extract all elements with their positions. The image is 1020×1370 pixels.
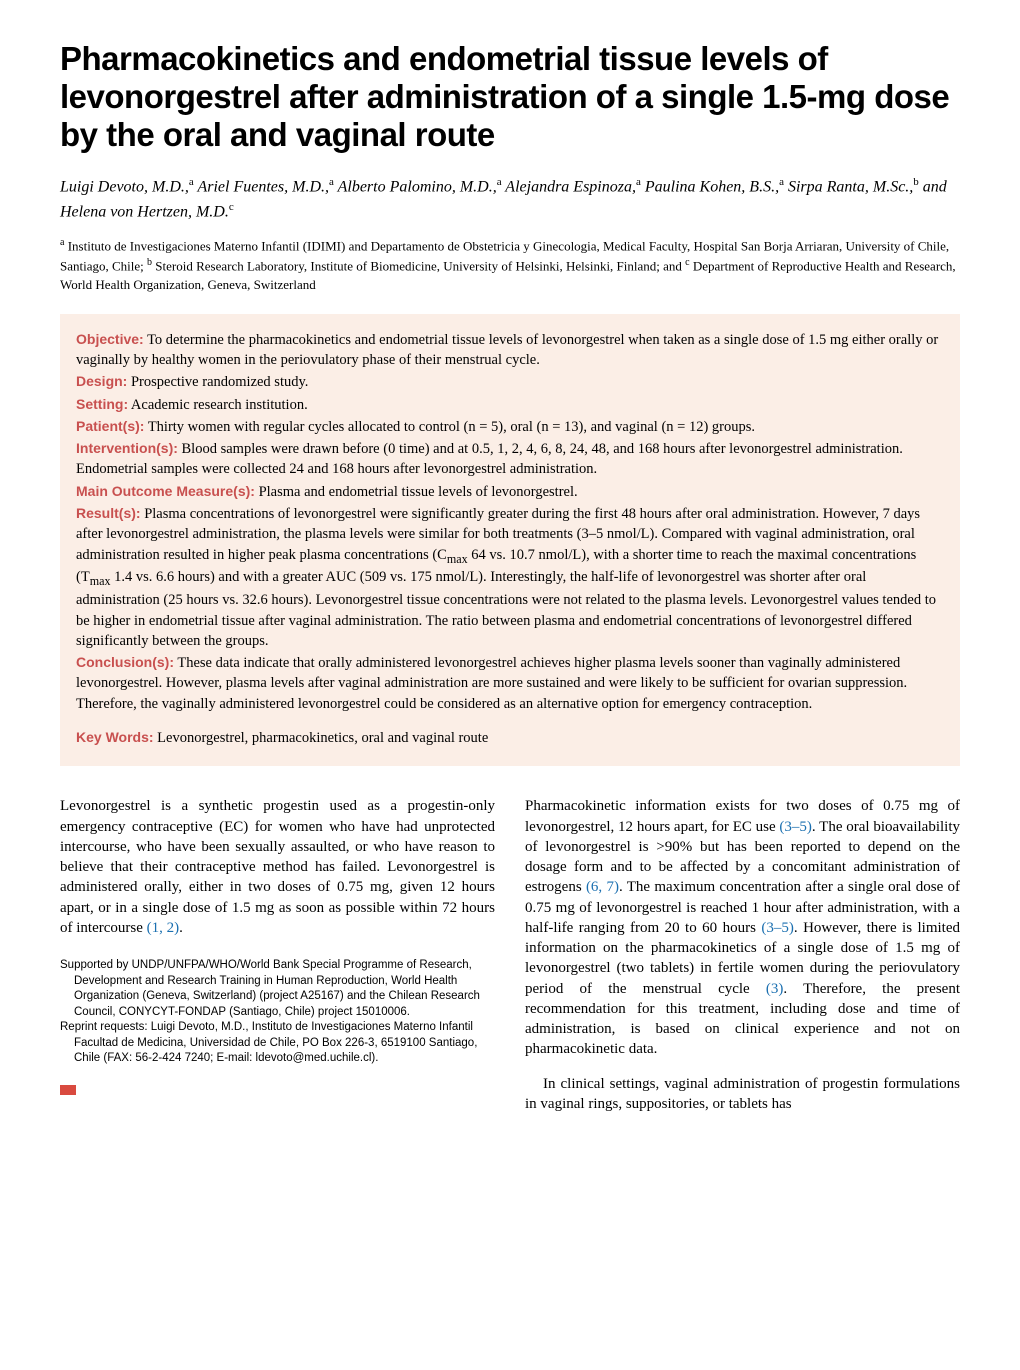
- outcome-label: Main Outcome Measure(s):: [76, 483, 255, 499]
- abstract-objective: Objective: To determine the pharmacokine…: [76, 330, 944, 371]
- authors-line: Luigi Devoto, M.D.,a Ariel Fuentes, M.D.…: [60, 174, 960, 225]
- abstract-results: Result(s): Plasma concentrations of levo…: [76, 504, 944, 651]
- body-right-p2: In clinical settings, vaginal administra…: [525, 1074, 960, 1115]
- results-label: Result(s):: [76, 505, 141, 521]
- red-square-icon: [60, 1085, 76, 1095]
- body-column-left: Levonorgestrel is a synthetic progestin …: [60, 796, 495, 1114]
- objective-label: Objective:: [76, 331, 144, 347]
- abstract-keywords: Key Words: Levonorgestrel, pharmacokinet…: [76, 728, 944, 748]
- footnote-support: Supported by UNDP/UNFPA/WHO/World Bank S…: [60, 958, 495, 1020]
- body-right-p1: Pharmacokinetic information exists for t…: [525, 796, 960, 1059]
- objective-text: To determine the pharmacokinetics and en…: [76, 332, 938, 368]
- body-left-p1: Levonorgestrel is a synthetic progestin …: [60, 796, 495, 938]
- body-column-right: Pharmacokinetic information exists for t…: [525, 796, 960, 1114]
- article-title: Pharmacokinetics and endometrial tissue …: [60, 40, 960, 154]
- patients-text: Thirty women with regular cycles allocat…: [144, 419, 755, 435]
- abstract-patients: Patient(s): Thirty women with regular cy…: [76, 417, 944, 437]
- interventions-text: Blood samples were drawn before (0 time)…: [76, 441, 903, 477]
- affiliations: a Instituto de Investigaciones Materno I…: [60, 236, 960, 293]
- abstract-setting: Setting: Academic research institution.: [76, 395, 944, 415]
- outcome-text: Plasma and endometrial tissue levels of …: [255, 484, 578, 500]
- abstract-box: Objective: To determine the pharmacokine…: [60, 314, 960, 767]
- abstract-interventions: Intervention(s): Blood samples were draw…: [76, 439, 944, 480]
- patients-label: Patient(s):: [76, 418, 144, 434]
- interventions-label: Intervention(s):: [76, 440, 178, 456]
- footnote-reprint: Reprint requests: Luigi Devoto, M.D., In…: [60, 1020, 495, 1067]
- design-label: Design:: [76, 373, 127, 389]
- abstract-design: Design: Prospective randomized study.: [76, 372, 944, 392]
- results-text: Plasma concentrations of levonorgestrel …: [76, 506, 936, 649]
- keywords-text: Levonorgestrel, pharmacokinetics, oral a…: [154, 730, 489, 746]
- abstract-outcome: Main Outcome Measure(s): Plasma and endo…: [76, 482, 944, 502]
- conclusions-label: Conclusion(s):: [76, 654, 174, 670]
- footnote-block: Supported by UNDP/UNFPA/WHO/World Bank S…: [60, 958, 495, 1067]
- setting-label: Setting:: [76, 396, 128, 412]
- body-columns: Levonorgestrel is a synthetic progestin …: [60, 796, 960, 1114]
- setting-text: Academic research institution.: [128, 397, 308, 413]
- design-text: Prospective randomized study.: [127, 374, 308, 390]
- conclusions-text: These data indicate that orally administ…: [76, 655, 907, 712]
- keywords-label: Key Words:: [76, 729, 154, 745]
- abstract-conclusions: Conclusion(s): These data indicate that …: [76, 653, 944, 714]
